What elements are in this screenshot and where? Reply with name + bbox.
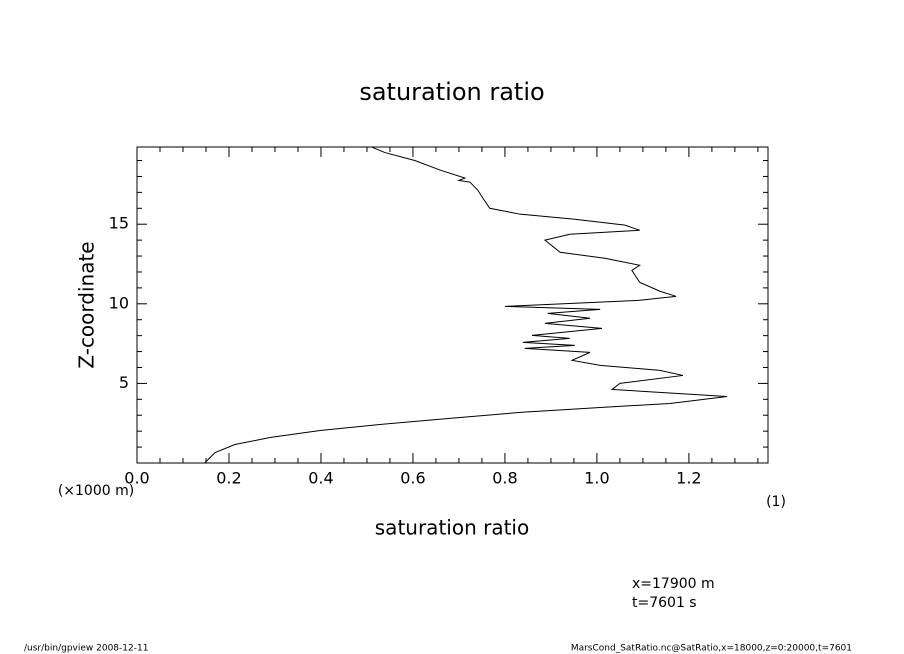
annotation: t=7601 s [632,595,697,611]
y-tick-label: 15 [109,214,129,233]
x-tick-label: 0.6 [400,469,425,488]
x-tick-label: 0.2 [216,469,241,488]
x-tick-label: 1.2 [676,469,701,488]
footer-right: MarsCond_SatRatio.nc@SatRatio,x=18000,z=… [571,644,852,654]
x-axis-label: saturation ratio [375,516,529,540]
x-tick-label: 0.8 [492,469,517,488]
x-tick-label: 1.0 [584,469,609,488]
y-axis-label: Z-coordinate [75,241,99,368]
y-tick-label: 10 [109,293,129,312]
profile-line [204,146,728,463]
footer-left: /usr/bin/gpview 2008-12-11 [24,644,148,654]
x-tick-label: 0.4 [308,469,333,488]
y-tick-label: 5 [119,373,129,392]
plot-frame [136,146,769,464]
y-axis-unit: (×1000 m) [58,483,134,499]
annotation: x=17900 m [632,576,715,592]
x-axis-unit: (1) [766,494,786,510]
chart-title: saturation ratio [359,78,544,106]
x-tick-label: 0.0 [124,469,149,488]
